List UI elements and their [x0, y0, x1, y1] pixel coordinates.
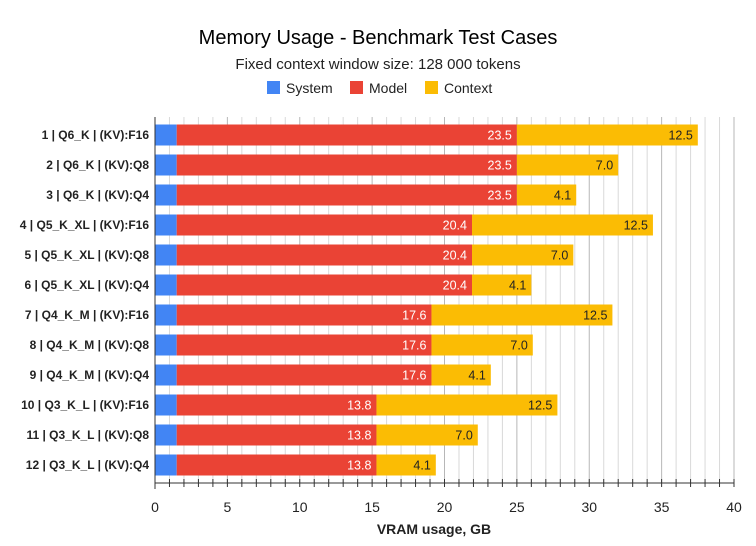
- data-label-model: 17.6: [402, 339, 426, 353]
- y-tick-label: 9 | Q4_K_M | (KV):Q4: [30, 368, 150, 382]
- gridlines: [154, 117, 735, 483]
- y-tick-label: 3 | Q6_K | (KV):Q4: [46, 188, 149, 202]
- legend-swatch-context: [425, 81, 438, 94]
- data-label-model: 13.8: [347, 429, 371, 443]
- y-tick-label: 5 | Q5_K_XL | (KV):Q8: [24, 248, 149, 262]
- y-tick-label: 4 | Q5_K_XL | (KV):F16: [20, 218, 150, 232]
- chart-title: Memory Usage - Benchmark Test Cases: [199, 27, 558, 49]
- bar-model: [176, 154, 517, 176]
- data-label-context: 7.0: [551, 249, 568, 263]
- bar-system: [155, 394, 177, 416]
- bar-context: [472, 214, 653, 236]
- data-label-model: 23.5: [488, 129, 512, 143]
- x-tick-label: 20: [437, 499, 453, 515]
- data-label-model: 23.5: [488, 189, 512, 203]
- data-label-context: 4.1: [554, 189, 571, 203]
- bar-model: [176, 334, 432, 356]
- data-label-context: 12.5: [583, 309, 607, 323]
- data-label-context: 7.0: [455, 429, 472, 443]
- bar-context: [376, 454, 436, 476]
- y-tick-label: 11 | Q3_K_L | (KV):Q8: [26, 428, 149, 442]
- bar-model: [176, 394, 377, 416]
- bar-model: [176, 424, 377, 446]
- x-tick-label: 40: [726, 499, 742, 515]
- legend-swatch-model: [350, 81, 363, 94]
- x-tick-label: 15: [364, 499, 380, 515]
- y-tick-label: 1 | Q6_K | (KV):F16: [42, 128, 150, 142]
- legend-label-system: System: [286, 80, 333, 96]
- data-label-context: 7.0: [510, 339, 527, 353]
- data-label-context: 12.5: [668, 129, 692, 143]
- y-tick-label: 12 | Q3_K_L | (KV):Q4: [26, 458, 150, 472]
- bar-system: [155, 244, 177, 266]
- y-tick-label: 2 | Q6_K | (KV):Q8: [46, 158, 149, 172]
- bar-model: [176, 364, 432, 386]
- data-label-model: 13.8: [347, 459, 371, 473]
- y-tick-label: 10 | Q3_K_L | (KV):F16: [21, 398, 149, 412]
- data-label-model: 13.8: [347, 399, 371, 413]
- x-tick-label: 30: [581, 499, 597, 515]
- data-label-context: 7.0: [596, 159, 613, 173]
- bar-context: [472, 274, 532, 296]
- data-label-model: 20.4: [443, 249, 467, 263]
- x-tick-label: 25: [509, 499, 525, 515]
- bar-model: [176, 244, 473, 266]
- y-tick-label: 7 | Q4_K_M | (KV):F16: [25, 308, 149, 322]
- bar-model: [176, 454, 377, 476]
- data-label-context: 4.1: [468, 369, 485, 383]
- bar-context: [472, 244, 574, 266]
- data-label-model: 20.4: [443, 279, 467, 293]
- bar-model: [176, 124, 517, 146]
- bar-context: [376, 424, 478, 446]
- bar-system: [155, 454, 177, 476]
- x-tick-label: 10: [292, 499, 308, 515]
- x-tick-label: 0: [151, 499, 159, 515]
- bar-system: [155, 424, 177, 446]
- legend: System Model Context: [267, 80, 492, 96]
- bar-context: [516, 124, 698, 146]
- y-axis-labels: 1 | Q6_K | (KV):F16 2 | Q6_K | (KV):Q8 3 |…: [20, 128, 150, 472]
- bar-model: [176, 214, 473, 236]
- data-label-context: 4.1: [509, 279, 526, 293]
- bar-context: [516, 154, 619, 176]
- bar-model: [176, 184, 517, 206]
- legend-label-model: Model: [369, 80, 407, 96]
- x-tick-label: 35: [654, 499, 670, 515]
- x-axis-label: VRAM usage, GB: [377, 521, 491, 537]
- bar-context: [431, 364, 491, 386]
- data-label-model: 17.6: [402, 369, 426, 383]
- bar-model: [176, 304, 432, 326]
- data-label-context: 12.5: [528, 399, 552, 413]
- x-axis: 0 5 10 15 20 25 30 35 40: [151, 117, 742, 515]
- bar-system: [155, 304, 177, 326]
- bar-system: [155, 364, 177, 386]
- bar-context: [516, 184, 577, 206]
- data-label-context: 4.1: [413, 459, 430, 473]
- legend-swatch-system: [267, 81, 280, 94]
- bar-model: [176, 274, 473, 296]
- legend-label-context: Context: [444, 80, 492, 96]
- data-label-model: 17.6: [402, 309, 426, 323]
- bar-system: [155, 124, 177, 146]
- bar-system: [155, 184, 177, 206]
- chart-subtitle: Fixed context window size: 128 000 token…: [235, 56, 520, 73]
- bar-context: [376, 394, 558, 416]
- bar-system: [155, 334, 177, 356]
- y-tick-label: 6 | Q5_K_XL | (KV):Q4: [24, 278, 149, 292]
- bar-system: [155, 214, 177, 236]
- bar-context: [431, 334, 533, 356]
- bar-system: [155, 154, 177, 176]
- bar-context: [431, 304, 613, 326]
- data-label-model: 23.5: [488, 159, 512, 173]
- data-label-model: 20.4: [443, 219, 467, 233]
- bar-system: [155, 274, 177, 296]
- bars: 23.5 12.5 23.5 7.0 23.5 4.1 20.4 12.5 20.4 7.0 20.…: [155, 124, 698, 476]
- x-tick-label: 5: [223, 499, 231, 515]
- y-tick-label: 8 | Q4_K_M | (KV):Q8: [30, 338, 150, 352]
- data-label-context: 12.5: [624, 219, 648, 233]
